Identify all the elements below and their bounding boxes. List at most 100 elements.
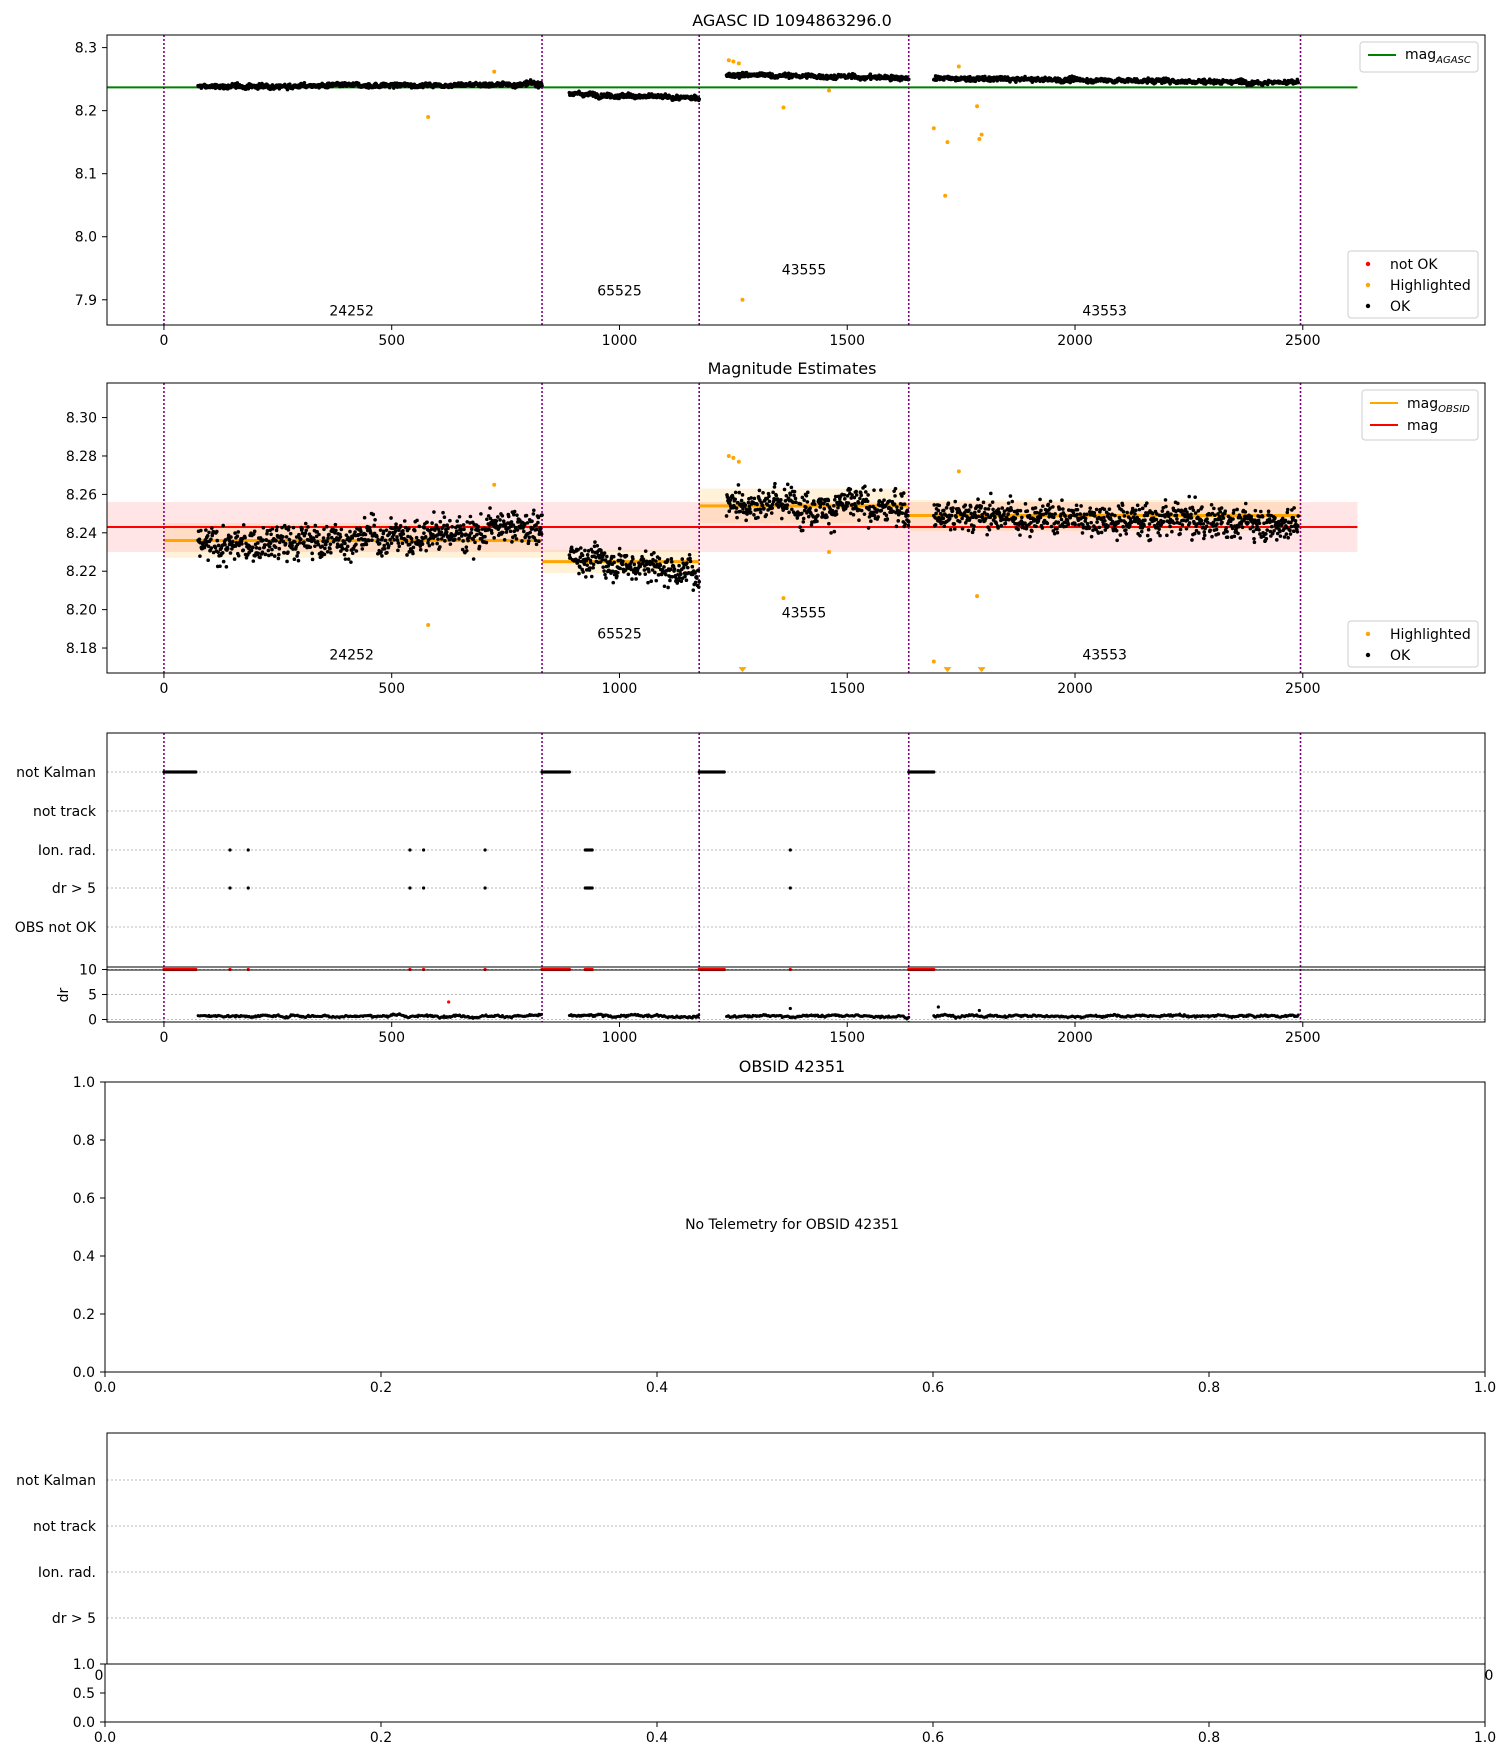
ok-point <box>236 530 241 534</box>
ok-point <box>469 527 474 531</box>
ok-point <box>734 506 739 510</box>
ok-point <box>515 513 519 517</box>
ok-point <box>287 537 292 542</box>
ok-point <box>1249 514 1254 519</box>
ok-point <box>270 527 275 531</box>
ok-point <box>1199 518 1204 523</box>
ok-point <box>832 529 837 534</box>
ok-point <box>1066 522 1071 527</box>
ok-point <box>422 531 426 535</box>
ok-point <box>868 504 872 509</box>
ok-point <box>1057 507 1062 511</box>
highlighted-point <box>736 459 741 464</box>
ok-point <box>1189 512 1193 517</box>
ok-point <box>435 541 439 546</box>
ok-point <box>286 550 290 554</box>
ok-point <box>532 508 536 513</box>
ok-point <box>662 565 666 569</box>
ok-point <box>393 529 398 533</box>
ok-point <box>743 503 748 507</box>
ok-point <box>338 535 343 539</box>
ok-point <box>905 508 910 513</box>
ok-point <box>1015 511 1020 516</box>
ok-point <box>996 507 1001 511</box>
ok-point <box>1073 522 1077 527</box>
ok-point <box>216 550 220 555</box>
ok-point <box>669 556 674 561</box>
ok-point <box>806 514 811 519</box>
ok-point <box>665 558 670 562</box>
ok-point <box>261 538 265 542</box>
ok-point <box>1033 506 1038 510</box>
ok-point <box>969 511 974 516</box>
ok-point <box>963 75 967 79</box>
ok-point <box>857 518 861 523</box>
ok-point <box>350 551 355 556</box>
p2-ytick-label: 8.28 <box>66 449 97 465</box>
ok-point <box>735 515 739 520</box>
ok-point <box>1089 520 1093 525</box>
ok-point <box>528 78 533 82</box>
p2-ytick-label: 8.22 <box>66 564 97 580</box>
ok-point <box>936 508 941 513</box>
p2-xtick-label: 0 <box>159 681 168 697</box>
ok-point <box>1255 524 1259 529</box>
ok-point <box>1238 516 1243 520</box>
ok-point <box>266 548 271 553</box>
ok-point <box>375 534 379 539</box>
ok-point <box>218 564 222 569</box>
ok-point <box>1284 532 1289 536</box>
ok-point <box>373 517 377 522</box>
ok-point <box>1278 534 1283 538</box>
ok-point <box>1172 521 1176 525</box>
ok-point <box>611 580 616 585</box>
ok-point <box>988 503 992 508</box>
ok-point <box>854 493 859 497</box>
ok-point <box>1063 514 1067 518</box>
ok-point <box>960 526 965 531</box>
ok-point <box>1106 524 1110 528</box>
ok-point <box>805 500 810 504</box>
ok-point <box>952 522 957 526</box>
ok-point <box>1266 509 1271 514</box>
obsid-label: 24252 <box>329 304 374 320</box>
ok-point <box>199 528 203 533</box>
p2-xtick-label: 500 <box>378 681 405 697</box>
ok-point <box>345 544 350 549</box>
ok-point <box>757 488 762 493</box>
legend-line-label-main: mag <box>1407 396 1438 412</box>
ok-point <box>896 519 901 523</box>
ok-point <box>223 542 227 547</box>
ok-point <box>1202 530 1207 534</box>
ok-point <box>1204 524 1209 529</box>
ok-point <box>815 519 819 524</box>
ok-point <box>688 559 693 564</box>
ok-point <box>427 543 432 548</box>
ok-point <box>800 511 804 516</box>
ok-point <box>209 526 214 530</box>
obsid-label: 43555 <box>782 263 827 279</box>
ok-point <box>418 547 423 552</box>
highlighted-point <box>827 550 832 555</box>
ok-point <box>893 494 897 498</box>
ok-point <box>859 493 864 498</box>
ok-point <box>254 546 259 550</box>
ok-point <box>788 492 793 497</box>
ok-point <box>502 537 507 542</box>
ok-point <box>473 540 477 545</box>
ok-point <box>500 514 505 518</box>
ok-point <box>490 531 494 535</box>
ok-point <box>752 512 756 517</box>
ok-point <box>746 500 751 505</box>
ok-point <box>649 579 653 583</box>
ok-point <box>1099 530 1104 535</box>
ok-point <box>1176 501 1180 506</box>
ok-point <box>281 535 285 539</box>
ok-point <box>687 552 692 557</box>
ok-point <box>1184 526 1189 531</box>
ok-point <box>228 551 233 555</box>
ok-point <box>284 535 289 539</box>
highlighted-offscale-marker <box>943 667 952 673</box>
ok-point <box>479 512 483 516</box>
ok-point <box>801 520 806 524</box>
